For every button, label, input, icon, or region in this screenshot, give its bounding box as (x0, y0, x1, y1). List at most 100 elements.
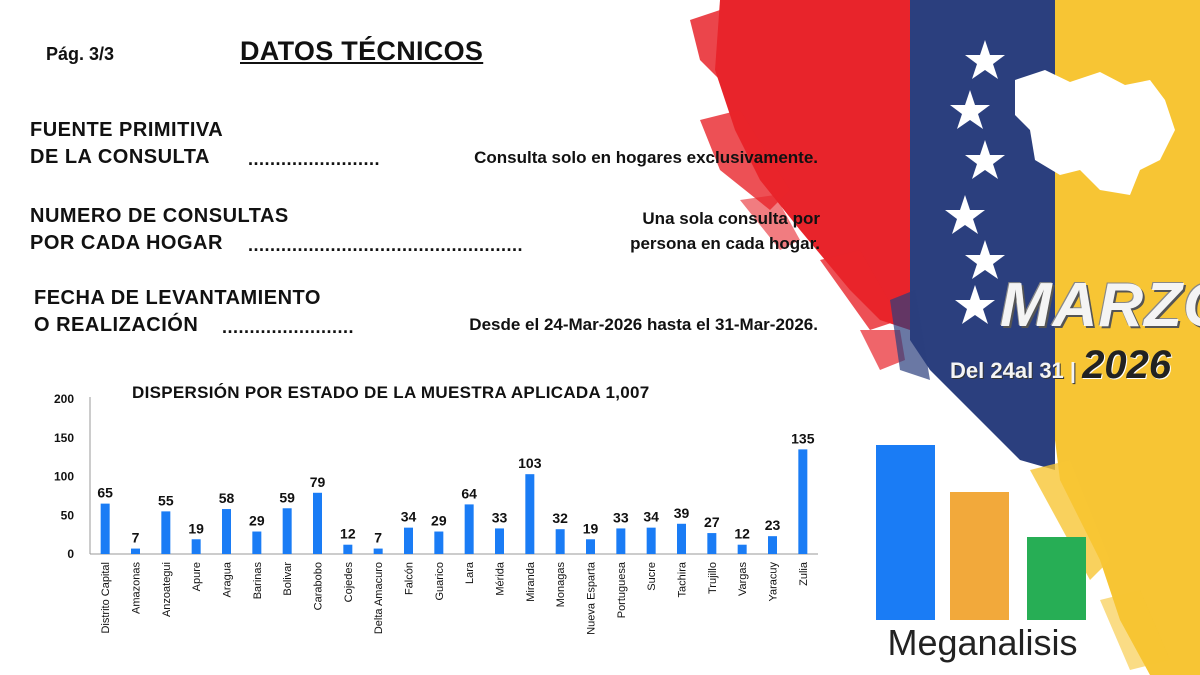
data-label: 19 (583, 520, 599, 536)
y-tick-label: 150 (54, 431, 74, 445)
x-tick-label: Zulia (798, 561, 810, 586)
bar-chart: 0 50 100 150 200 65 Distrito Capital 7 Amazonas 5… (54, 392, 818, 635)
data-label: 103 (518, 455, 542, 471)
x-tick-label: Anzoategui (161, 562, 173, 617)
date-value: Desde el 24-Mar-2026 hasta el 31-Mar-202… (398, 312, 818, 337)
data-label: 59 (279, 489, 295, 505)
consultations-label-line1: NUMERO DE CONSULTAS (30, 205, 289, 227)
bar (677, 523, 686, 554)
x-tick-label: Miranda (525, 561, 537, 602)
data-label: 7 (132, 530, 140, 546)
data-label: 29 (431, 513, 447, 529)
date-label: FECHA DE LEVANTAMIENTO O REALIZACIÓN (34, 285, 321, 339)
flag-blue-band (890, 0, 1080, 470)
chart-title: DISPERSIÓN POR ESTADO DE LA MUESTRA APLI… (132, 383, 650, 402)
data-label: 7 (374, 530, 382, 546)
data-label: 27 (704, 514, 720, 530)
bar (191, 539, 201, 554)
data-label: 55 (158, 492, 174, 508)
bar (161, 511, 171, 554)
banner-range-separator: | (1063, 358, 1083, 383)
bar (313, 492, 322, 554)
page-title: DATOS TÉCNICOS (240, 36, 484, 66)
bar (252, 531, 262, 554)
data-label: 19 (188, 520, 204, 536)
consultations-label-line2: POR CADA HOGAR (30, 232, 223, 254)
y-tick-label: 100 (54, 470, 74, 484)
x-tick-label: Guarico (434, 562, 446, 601)
bar (707, 533, 717, 554)
consultations-label: NUMERO DE CONSULTAS POR CADA HOGAR (30, 203, 289, 257)
bar (100, 503, 110, 554)
consultations-value: Una sola consulta por persona en cada ho… (560, 206, 820, 256)
x-tick-label: Yaracuy (768, 562, 780, 602)
x-tick-label: Tachira (677, 561, 689, 597)
banner-range-start: 24 (990, 358, 1015, 383)
source-value: Consulta solo en hogares exclusivamente. (430, 145, 818, 170)
bar (798, 449, 808, 554)
y-tick-label: 50 (61, 508, 75, 522)
y-tick-label: 0 (67, 547, 74, 561)
flag-stars (945, 40, 1005, 324)
source-label: FUENTE PRIMITIVA DE LA CONSULTA (30, 117, 223, 171)
x-tick-label: Distrito Capital (100, 562, 112, 634)
x-tick-label: Falcón (404, 562, 416, 595)
bar (495, 528, 504, 554)
banner-date-range: Del 24al 31 | 2026 (950, 343, 1180, 388)
x-tick-label: Mérida (495, 561, 507, 596)
x-tick-label: Carabobo (313, 562, 325, 610)
data-label: 23 (765, 517, 781, 533)
date-leader-dots: ........................ (222, 317, 355, 337)
x-tick-label: Lara (464, 561, 476, 584)
data-label: 64 (461, 485, 477, 501)
banner-range-end: 31 (1039, 358, 1064, 383)
data-label: 33 (613, 509, 629, 525)
data-label: 79 (310, 474, 326, 490)
brand-name: Meganalisis (887, 622, 1078, 663)
x-tick-label: Trujillo (707, 562, 719, 594)
consultations-value-line1: Una sola consulta por (642, 209, 820, 228)
banner-range-mid: al (1014, 358, 1040, 383)
source-leader-dots: ........................ (248, 149, 381, 169)
logo-bar-green (1027, 537, 1086, 620)
x-tick-label: Aragua (222, 561, 234, 597)
data-label: 135 (791, 430, 815, 446)
bar (646, 527, 656, 554)
data-label: 32 (552, 510, 568, 526)
x-tick-label: Nueva Esparta (586, 561, 598, 635)
x-tick-label: Amazonas (131, 562, 143, 614)
bar (737, 544, 747, 554)
bar (343, 544, 353, 554)
flag-red-band (690, 0, 910, 370)
date-label-line2: O REALIZACIÓN (34, 314, 199, 336)
bar (555, 529, 565, 554)
bar (373, 548, 383, 554)
source-label-line2: DE LA CONSULTA (30, 146, 210, 168)
logo-bar-blue (876, 445, 935, 620)
source-value-line1: Consulta solo en hogares exclusivamente. (474, 148, 818, 167)
data-label: 29 (249, 513, 265, 529)
data-label: 34 (401, 509, 417, 525)
x-tick-label: Delta Amacuro (373, 562, 385, 634)
x-tick-label: Bolivar (282, 562, 294, 596)
bar (768, 536, 777, 554)
banner-month: MARZO (1000, 271, 1200, 340)
bar (464, 504, 474, 554)
x-tick-label: Portuguesa (616, 561, 628, 618)
bar (616, 528, 626, 554)
x-tick-label: Barinas (252, 562, 264, 600)
bar (282, 508, 292, 554)
x-tick-label: Sucre (646, 562, 658, 591)
consultations-value-line2: persona en cada hogar. (630, 234, 820, 253)
bar (222, 509, 231, 554)
venezuela-map-silhouette (1015, 70, 1175, 195)
bar (525, 474, 535, 554)
date-label-line1: FECHA DE LEVANTAMIENTO (34, 287, 321, 309)
data-label: 39 (674, 505, 690, 521)
banner-year: 2026 (1082, 343, 1172, 387)
data-label: 58 (219, 490, 235, 506)
consultations-leader-dots: ........................................… (248, 235, 524, 255)
data-label: 34 (643, 509, 659, 525)
source-label-line1: FUENTE PRIMITIVA (30, 119, 224, 141)
